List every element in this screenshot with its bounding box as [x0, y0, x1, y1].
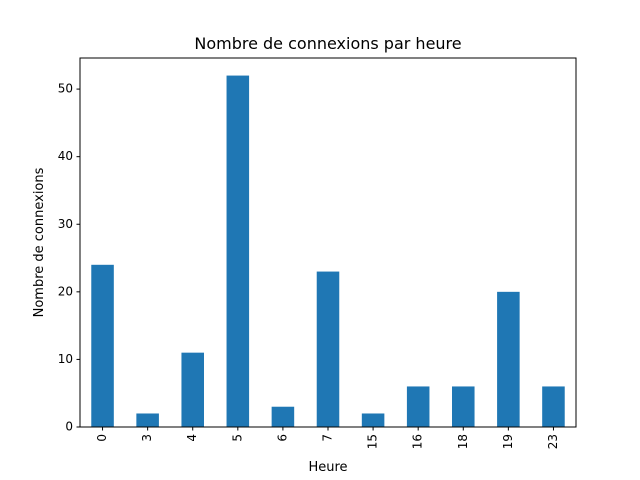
x-tick-label: 15 [366, 434, 380, 449]
chart-title: Nombre de connexions par heure [194, 34, 461, 53]
x-tick-label: 5 [230, 434, 244, 442]
bar-hour-23 [542, 386, 565, 427]
bar-hour-4 [181, 352, 204, 427]
bar-hour-18 [452, 386, 475, 427]
y-tick-label: 30 [58, 217, 73, 231]
bar-hour-19 [497, 291, 520, 427]
bar-hour-5 [226, 75, 250, 428]
x-tick-label: 3 [140, 434, 154, 442]
x-tick-label: 19 [501, 434, 515, 449]
bar-hour-3 [136, 413, 159, 427]
y-tick-label: 40 [58, 149, 73, 163]
x-tick-label: 18 [456, 434, 470, 449]
x-axis: 0 3 4 5 6 7 15 16 18 19 23 [95, 427, 560, 449]
bar-hour-7 [316, 271, 340, 427]
bar-hour-6 [271, 406, 295, 427]
y-tick-label: 20 [58, 284, 73, 298]
y-axis-label: Nombre de connexions [32, 167, 47, 317]
y-tick-label: 0 [65, 420, 73, 434]
bar-hour-15 [361, 413, 385, 427]
y-tick-label: 50 [58, 82, 73, 96]
x-tick-label: 23 [546, 434, 560, 449]
bars-group [91, 75, 565, 428]
bar-hour-16 [406, 386, 430, 427]
x-tick-label: 0 [95, 434, 109, 442]
bar-hour-0 [91, 264, 114, 427]
x-axis-label: Heure [308, 460, 347, 475]
x-tick-label: 7 [321, 434, 335, 442]
x-tick-label: 16 [411, 434, 425, 449]
y-tick-label: 10 [58, 352, 73, 366]
y-axis: 0 10 20 30 40 50 [58, 82, 80, 434]
x-tick-label: 6 [275, 434, 289, 442]
x-tick-label: 4 [185, 434, 199, 442]
